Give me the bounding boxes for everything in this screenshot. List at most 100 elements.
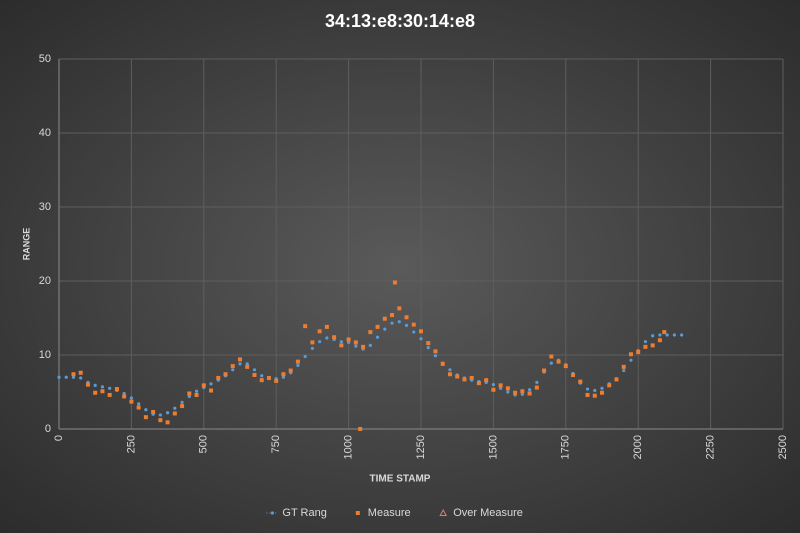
- data-point: [209, 382, 213, 386]
- y-tick-label: 20: [39, 275, 51, 287]
- legend-label: GT Rang: [282, 507, 326, 519]
- data-point: [658, 333, 662, 337]
- data-point: [455, 374, 460, 379]
- data-point: [491, 383, 495, 387]
- data-point: [281, 372, 286, 377]
- data-point: [462, 377, 467, 382]
- data-point: [252, 372, 257, 377]
- data-point: [325, 336, 329, 340]
- y-tick-label: 40: [39, 127, 51, 139]
- data-point: [238, 357, 242, 362]
- legend-marker: [439, 508, 448, 516]
- data-point: [505, 386, 510, 391]
- data-point: [520, 389, 525, 394]
- y-tick-label: 50: [39, 53, 51, 65]
- x-tick-label: 1250: [415, 435, 427, 459]
- data-point: [158, 418, 163, 423]
- legend-label: Over Measure: [453, 507, 523, 519]
- data-point: [223, 372, 228, 377]
- data-point: [245, 364, 250, 369]
- data-point: [520, 392, 524, 396]
- data-point: [358, 427, 363, 431]
- data-point: [571, 372, 576, 377]
- data-point: [390, 321, 394, 325]
- data-point: [528, 388, 532, 392]
- data-point: [375, 324, 380, 329]
- data-point: [245, 362, 249, 366]
- data-point: [266, 375, 271, 380]
- data-point: [281, 375, 286, 379]
- data-point: [129, 399, 134, 404]
- data-point: [85, 382, 90, 387]
- data-point: [651, 334, 655, 338]
- data-point: [506, 390, 510, 394]
- data-point: [549, 361, 553, 365]
- data-point: [419, 337, 423, 341]
- data-point: [295, 359, 300, 364]
- data-point: [231, 368, 235, 372]
- data-point: [643, 340, 648, 344]
- data-point: [180, 400, 184, 404]
- data-point: [614, 377, 619, 382]
- data-point: [672, 333, 677, 337]
- data-point: [209, 388, 214, 393]
- data-point: [64, 375, 68, 379]
- data-point: [585, 387, 590, 391]
- data-point: [71, 372, 76, 377]
- data-point: [404, 315, 409, 320]
- data-point: [368, 330, 373, 335]
- data-point: [296, 363, 300, 367]
- data-point: [665, 333, 669, 337]
- data-point: [143, 415, 148, 420]
- x-tick-label: 2250: [705, 435, 717, 459]
- data-point: [173, 406, 177, 410]
- data-point: [527, 391, 532, 396]
- data-point: [201, 383, 206, 388]
- data-point: [411, 322, 416, 327]
- data-point: [288, 368, 293, 373]
- data-point: [368, 343, 372, 347]
- data-point: [622, 368, 626, 373]
- data-point: [491, 387, 496, 392]
- data-point: [216, 375, 221, 380]
- x-tick-label: 250: [125, 435, 137, 453]
- data-point: [230, 364, 235, 369]
- data-point: [260, 374, 264, 378]
- data-point: [549, 354, 554, 359]
- data-point: [353, 340, 358, 345]
- x-tick-label: 500: [198, 435, 210, 453]
- data-point: [57, 375, 61, 379]
- x-tick-label: 1500: [487, 435, 499, 459]
- data-point: [593, 388, 597, 393]
- data-point: [93, 383, 97, 387]
- data-point: [650, 343, 655, 348]
- y-axis-label: RANGE: [21, 228, 31, 261]
- data-point: [556, 359, 561, 364]
- data-point: [238, 362, 242, 366]
- data-point: [194, 392, 199, 397]
- data-point: [592, 393, 597, 398]
- data-point: [165, 420, 170, 425]
- data-point: [629, 358, 633, 362]
- data-point: [354, 344, 358, 348]
- legend-marker: [355, 511, 360, 515]
- data-point: [187, 394, 191, 399]
- data-point: [79, 376, 83, 380]
- data-point: [542, 368, 547, 373]
- data-point: [621, 364, 626, 369]
- data-point: [535, 380, 539, 384]
- data-point: [324, 324, 329, 329]
- x-tick-label: 1750: [560, 435, 572, 459]
- data-point: [317, 329, 322, 334]
- legend-marker: [270, 511, 274, 515]
- data-point: [534, 385, 539, 390]
- data-point: [274, 378, 279, 383]
- data-point: [643, 344, 648, 349]
- data-point: [600, 390, 604, 395]
- data-point: [433, 349, 438, 354]
- data-point: [136, 405, 141, 410]
- data-point: [563, 364, 568, 369]
- data-point: [114, 387, 119, 392]
- data-point: [412, 330, 416, 334]
